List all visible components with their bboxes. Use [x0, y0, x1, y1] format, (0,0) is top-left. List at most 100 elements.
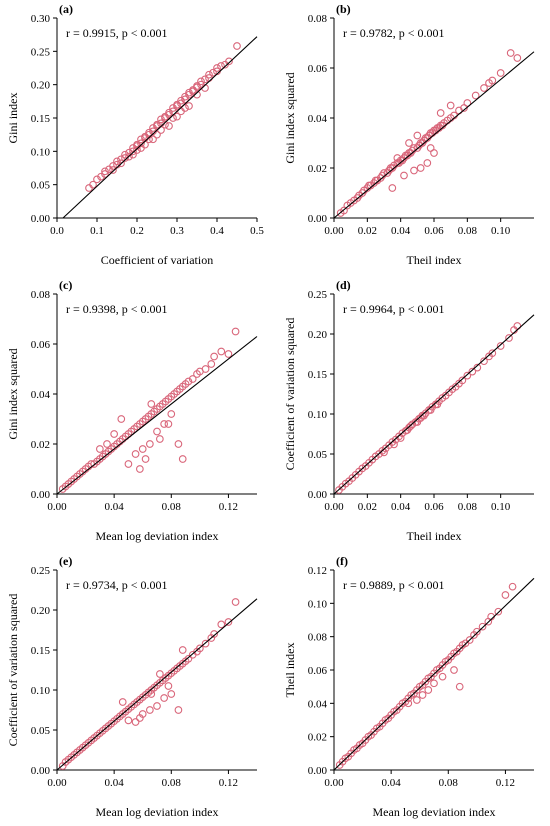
y-tick-label: 0.20 — [31, 80, 51, 92]
x-tick-label: 0.10 — [491, 225, 511, 237]
panel-e: (e) r = 0.9734, p < 0.001 Mean log devia… — [6, 554, 258, 819]
panel-b: (b) r = 0.9782, p < 0.001 Theil index Gi… — [283, 2, 535, 267]
data-point — [224, 350, 233, 358]
data-point — [426, 144, 435, 152]
data-point — [177, 99, 185, 108]
data-point — [97, 172, 105, 181]
data-point — [496, 69, 505, 77]
data-point — [160, 694, 168, 702]
data-point — [124, 460, 133, 468]
x-tick-label: 0.00 — [47, 777, 67, 789]
y-tick-label: 0.10 — [308, 598, 328, 610]
x-tick-label: 0.08 — [162, 777, 182, 789]
y-tick-label: 0.05 — [31, 180, 51, 192]
panel-label: (c) — [59, 278, 72, 292]
y-tick-label: 0.00 — [31, 489, 51, 501]
stat-label: r = 0.9734, p < 0.001 — [66, 578, 168, 592]
y-axis-label: Coefficient of variation squared — [6, 594, 20, 747]
x-tick-label: 0.08 — [162, 501, 182, 513]
data-point — [188, 375, 197, 383]
x-axis-label: Mean log deviation index — [373, 805, 496, 819]
data-point — [103, 440, 111, 448]
x-tick-label: 0.02 — [358, 501, 377, 513]
y-tick-label: 0.06 — [308, 665, 328, 677]
stat-label: r = 0.9915, p < 0.001 — [66, 26, 168, 40]
panel-d: (d) r = 0.9964, p < 0.001 Theil index Co… — [283, 278, 535, 543]
data-point — [201, 639, 210, 648]
regression-line — [56, 598, 258, 771]
data-point — [488, 76, 497, 85]
data-point — [189, 86, 197, 94]
data-point — [416, 414, 425, 422]
data-point — [480, 357, 488, 366]
stat-label: r = 0.9398, p < 0.001 — [66, 302, 168, 316]
stat-label: r = 0.9964, p < 0.001 — [343, 302, 445, 316]
y-tick-label: 0.00 — [308, 213, 328, 225]
data-point — [480, 84, 488, 92]
data-point — [131, 718, 140, 726]
y-tick-label: 0.06 — [31, 339, 51, 351]
panel-a: (a) r = 0.9915, p < 0.001 Coefficient of… — [6, 2, 264, 267]
y-tick-label: 0.00 — [308, 489, 328, 501]
x-tick-label: 0.00 — [324, 225, 344, 237]
x-axis-label: Theil index — [407, 253, 462, 267]
data-point — [121, 154, 129, 162]
data-point — [153, 427, 161, 436]
x-tick-label: 0.2 — [130, 225, 144, 237]
data-point — [147, 690, 156, 698]
y-tick-label: 0.08 — [308, 632, 328, 644]
data-point — [129, 150, 137, 159]
data-point — [413, 696, 421, 704]
data-point — [177, 96, 185, 105]
y-tick-label: 0.20 — [308, 329, 328, 341]
regression-line — [62, 36, 258, 219]
y-tick-label: 0.25 — [31, 46, 51, 58]
data-point — [205, 70, 213, 79]
data-point — [217, 347, 226, 356]
y-axis-label: Gini index squared — [283, 72, 297, 163]
data-point — [125, 152, 133, 161]
data-point — [124, 716, 133, 725]
x-tick-label: 0.12 — [219, 501, 238, 513]
panel-label: (a) — [59, 2, 73, 16]
data-point — [174, 440, 183, 448]
panel-f: (f) r = 0.9889, p < 0.001 Mean log devia… — [283, 554, 535, 819]
data-point — [423, 159, 432, 167]
data-point — [117, 155, 125, 164]
data-point — [167, 690, 176, 698]
y-tick-label: 0.25 — [31, 565, 51, 577]
x-tick-label: 0.00 — [47, 501, 67, 513]
panel-label: (f) — [336, 554, 348, 568]
x-tick-label: 0.06 — [424, 225, 444, 237]
data-point — [165, 108, 173, 117]
data-point — [109, 166, 117, 174]
panel-c: (c) r = 0.9398, p < 0.001 Mean log devia… — [6, 278, 258, 543]
data-point — [196, 644, 204, 653]
data-point — [501, 591, 510, 599]
data-point — [129, 147, 137, 156]
data-point — [89, 180, 97, 189]
x-axis-label: Mean log deviation index — [96, 529, 219, 543]
data-point — [465, 636, 474, 644]
x-tick-label: 0.08 — [458, 225, 478, 237]
y-tick-label: 0.04 — [308, 698, 328, 710]
y-tick-label: 0.00 — [308, 765, 328, 777]
data-point — [145, 135, 153, 144]
data-point — [153, 130, 161, 139]
data-point — [400, 171, 408, 180]
data-point — [178, 646, 187, 654]
data-point — [160, 420, 168, 428]
y-tick-label: 0.04 — [308, 113, 328, 125]
data-point — [213, 64, 221, 72]
data-point — [174, 706, 183, 714]
data-point — [164, 682, 173, 690]
data-point — [137, 139, 145, 148]
data-point — [153, 702, 161, 710]
data-point — [388, 184, 397, 192]
y-tick-label: 0.30 — [31, 13, 51, 25]
data-point — [161, 112, 169, 121]
x-tick-label: 0.5 — [250, 225, 264, 237]
y-tick-label: 0.02 — [31, 439, 50, 451]
data-point — [488, 349, 497, 358]
